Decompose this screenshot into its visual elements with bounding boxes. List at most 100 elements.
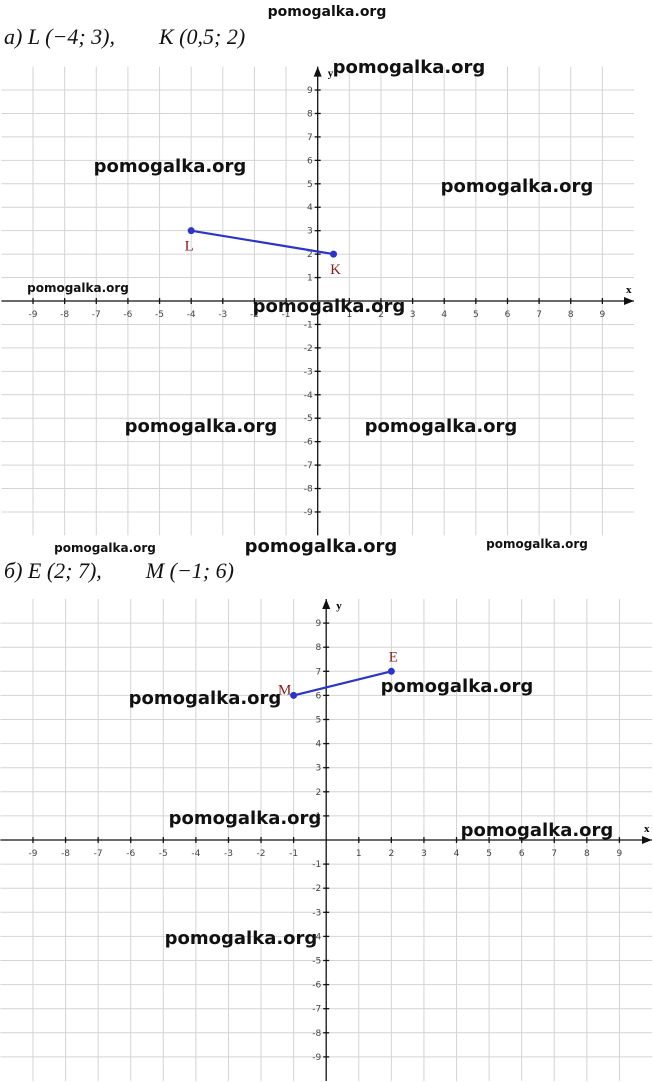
x-tick-label: -3 xyxy=(224,849,233,859)
x-tick-label: -2 xyxy=(257,849,266,859)
y-tick-label: 1 xyxy=(307,274,313,284)
x-arrow xyxy=(624,297,634,305)
watermark: pomogalka.org xyxy=(165,928,318,949)
x-tick-label: -9 xyxy=(29,310,38,320)
x-tick-label: 6 xyxy=(505,310,511,320)
x-axis-label: x xyxy=(626,284,632,296)
chart-title: б) E (2; 7), M (−1; 6) xyxy=(4,558,234,583)
x-tick-label: 8 xyxy=(584,849,590,859)
y-tick-label: -9 xyxy=(312,1053,321,1063)
watermark: pomogalka.org xyxy=(441,176,594,197)
x-tick-label: -8 xyxy=(61,849,70,859)
y-tick-label: -7 xyxy=(304,461,313,471)
x-tick-label: 1 xyxy=(346,310,352,320)
x-tick-label: 8 xyxy=(568,310,574,320)
y-tick-label: 3 xyxy=(315,764,321,774)
watermark: pomogalka.org xyxy=(333,57,486,78)
y-tick-label: -8 xyxy=(304,485,313,495)
watermark: pomogalka.org xyxy=(461,820,614,841)
x-tick-label: 7 xyxy=(551,849,557,859)
point xyxy=(187,227,195,235)
x-tick-label: 1 xyxy=(356,849,362,859)
point-label: E xyxy=(389,649,398,665)
y-tick-label: -7 xyxy=(312,1005,321,1015)
x-tick-label: 2 xyxy=(378,310,384,320)
y-tick-label: -2 xyxy=(304,344,313,354)
y-arrow xyxy=(322,599,331,609)
x-tick-label: -4 xyxy=(187,310,196,320)
x-tick-label: 4 xyxy=(454,849,460,859)
y-axis-label: y xyxy=(328,68,334,80)
y-tick-label: -3 xyxy=(312,908,321,918)
y-tick-label: -4 xyxy=(304,391,313,401)
y-tick-label: 6 xyxy=(315,691,321,701)
watermark: pomogalka.org xyxy=(486,537,588,551)
x-tick-label: -6 xyxy=(126,849,135,859)
x-tick-label: -7 xyxy=(92,310,101,320)
point xyxy=(330,250,338,258)
x-tick-label: -2 xyxy=(250,310,259,320)
x-tick-label: 6 xyxy=(519,849,525,859)
point-label: M xyxy=(278,682,291,698)
x-tick-label: 5 xyxy=(486,849,492,859)
y-tick-label: -2 xyxy=(312,884,321,894)
x-tick-label: 3 xyxy=(410,310,416,320)
y-tick-label: 8 xyxy=(315,643,321,653)
y-tick-label: -6 xyxy=(312,981,321,991)
y-tick-label: 5 xyxy=(315,716,321,726)
x-tick-label: 9 xyxy=(617,849,623,859)
x-tick-label: -5 xyxy=(155,310,164,320)
x-tick-label: -7 xyxy=(94,849,103,859)
watermark: pomogalka.org xyxy=(94,156,247,177)
x-tick-label: -1 xyxy=(289,849,298,859)
y-tick-label: 3 xyxy=(307,227,313,237)
y-tick-label: 5 xyxy=(307,180,313,190)
y-tick-label: 4 xyxy=(307,203,313,213)
y-tick-label: 4 xyxy=(315,740,321,750)
x-tick-label: -9 xyxy=(28,849,37,859)
x-tick-label: -6 xyxy=(123,310,132,320)
y-tick-label: -1 xyxy=(304,320,313,330)
y-axis-label: y xyxy=(336,600,342,612)
x-axis-label: x xyxy=(644,823,650,835)
x-tick-label: -5 xyxy=(159,849,168,859)
y-tick-label: 9 xyxy=(315,619,321,629)
y-tick-label: -1 xyxy=(312,860,321,870)
x-tick-label: 9 xyxy=(600,310,606,320)
watermark: pomogalka.org xyxy=(245,536,398,557)
y-tick-label: 2 xyxy=(307,250,313,260)
y-tick-label: 1 xyxy=(315,812,321,822)
y-tick-label: 9 xyxy=(307,86,313,96)
x-tick-label: -3 xyxy=(218,310,227,320)
x-tick-label: -8 xyxy=(60,310,69,320)
y-tick-label: -5 xyxy=(312,957,321,967)
watermark: pomogalka.org xyxy=(125,416,278,437)
y-tick-label: -8 xyxy=(312,1029,321,1039)
y-tick-label: 7 xyxy=(315,667,321,677)
watermark: pomogalka.org xyxy=(253,296,406,317)
x-tick-label: 3 xyxy=(421,849,427,859)
watermark: pomogalka.org xyxy=(268,4,387,20)
y-tick-label: -3 xyxy=(304,367,313,377)
x-tick-label: 2 xyxy=(388,849,394,859)
point-label: L xyxy=(185,239,194,255)
y-tick-label: -6 xyxy=(304,438,313,448)
y-tick-label: -9 xyxy=(304,508,313,518)
watermark: pomogalka.org xyxy=(365,416,518,437)
x-tick-label: -4 xyxy=(191,849,200,859)
watermark: pomogalka.org xyxy=(54,541,156,555)
x-tick-label: 4 xyxy=(441,310,447,320)
x-tick-label: 7 xyxy=(536,310,542,320)
y-tick-label: -5 xyxy=(304,414,313,424)
x-arrow xyxy=(642,836,652,844)
y-tick-label: 8 xyxy=(307,109,313,119)
y-tick-label: 6 xyxy=(307,156,313,166)
chart-title: а) L (−4; 3), K (0,5; 2) xyxy=(4,24,245,49)
point-label: K xyxy=(330,262,341,278)
x-tick-label: -1 xyxy=(282,310,291,320)
watermark: pomogalka.org xyxy=(129,688,282,709)
y-tick-label: 2 xyxy=(315,788,321,798)
watermark: pomogalka.org xyxy=(169,808,322,829)
watermark: pomogalka.org xyxy=(27,281,129,295)
